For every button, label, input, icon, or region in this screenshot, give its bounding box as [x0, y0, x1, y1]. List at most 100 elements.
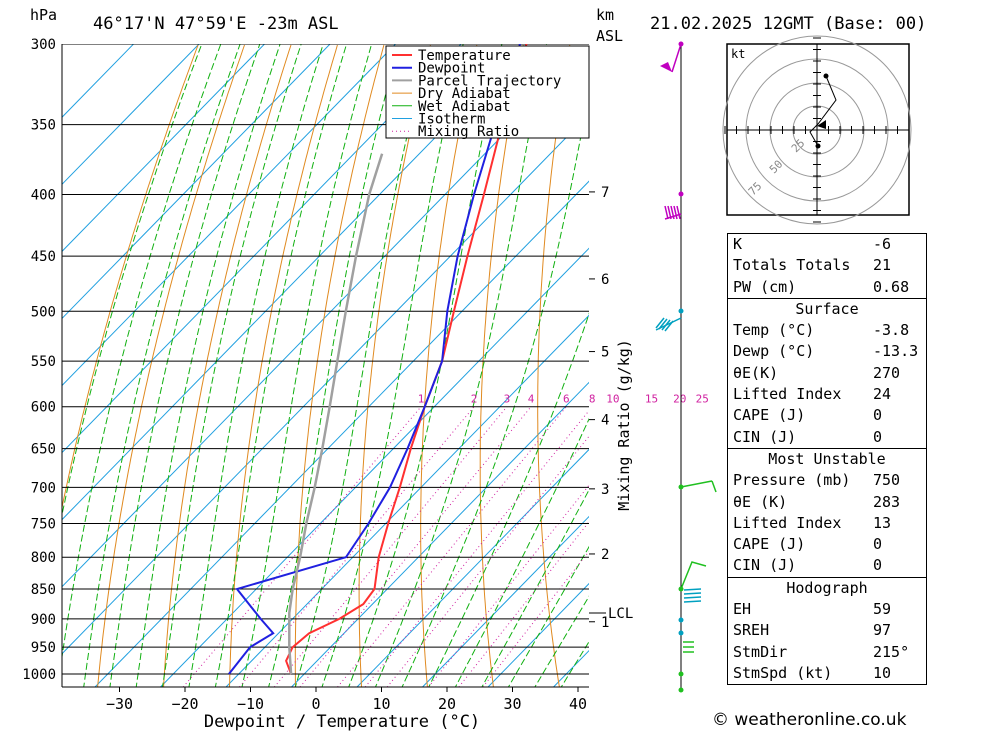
mixing-ratio-line: [337, 406, 567, 687]
x-tick-label: 40: [569, 695, 587, 713]
hodograph-storm-marker: [817, 120, 826, 129]
pressure-tick-label: 550: [31, 354, 56, 370]
stat-row: SREH 97: [733, 621, 892, 640]
credit-link[interactable]: © weatheronline.co.uk: [712, 710, 907, 730]
mixing-ratio-label: 4: [528, 393, 535, 406]
x-tick-label: 0: [311, 695, 320, 713]
wind-barb: [680, 480, 713, 488]
isotherm-line: [356, 448, 589, 687]
pressure-tick-label: 600: [31, 400, 56, 416]
dry-adiabat-line: [62, 44, 199, 510]
isotherm-line: [62, 44, 462, 454]
wind-level-dot: [678, 617, 684, 623]
wet-adiabat-line: [83, 44, 241, 687]
wet-adiabat-line: [214, 44, 348, 687]
wind-barb: [680, 561, 707, 590]
wind-barb: [683, 592, 702, 595]
stats-panel: K -6 Totals Totals 21 PW (cm) 0.68 Surface …: [727, 233, 927, 686]
pressure-tick-label: 950: [31, 640, 56, 656]
stat-row-totals: Totals Totals 21: [733, 256, 892, 275]
chart-series: [228, 44, 528, 675]
stat-row: StmDir 215°: [733, 642, 910, 661]
x-tick-label: 10: [372, 695, 390, 713]
x-tick-label: −30: [106, 695, 133, 713]
pressure-tick-label: 850: [31, 582, 56, 598]
wind-barb: [664, 213, 682, 220]
wind-barb: [711, 480, 717, 493]
wet-adiabat-line: [268, 44, 400, 687]
wind-barb: [664, 205, 669, 220]
x-tick-label: −20: [171, 695, 198, 713]
legend-label: Wet Adiabat: [418, 99, 511, 115]
pressure-tick-label: 800: [31, 550, 56, 566]
wind-barb-pennant: [660, 62, 672, 72]
legend-box: [385, 45, 590, 139]
hodograph-section: Hodograph EH 59 SREH 97 StmDir 215° StmSpd …: [727, 577, 927, 686]
km-tick-label: 3: [601, 482, 609, 498]
stat-row-k: K -6: [733, 235, 892, 253]
wind-level-dot: [678, 671, 684, 677]
mixing-ratio-label: 2: [471, 393, 478, 406]
series-dewpoint: [228, 44, 521, 675]
wind-barb: [671, 43, 682, 73]
legend-label: Isotherm: [418, 112, 485, 128]
mixing-ratio-label: 1: [418, 393, 425, 406]
wind-barb: [683, 600, 702, 603]
dry-adiabat-line: [294, 44, 385, 687]
km-tick-label: 7: [601, 185, 609, 201]
mixing-ratio-axis-label: Mixing Ratio (g/kg): [615, 339, 633, 511]
chart-axes: 1 2 3 4 6 8 10 15 20 2530035040045050055060065070…: [22, 37, 709, 713]
mixing-ratio-line: [273, 406, 508, 687]
hodograph-title: Hodograph: [786, 578, 868, 597]
stat-row: EH 59: [733, 600, 892, 619]
wet-adiabat-line: [241, 44, 373, 687]
dry-adiabat-line: [941, 45, 1000, 687]
wind-barb: [683, 588, 702, 591]
wet-adiabat-line: [401, 91, 589, 687]
isotherm-line: [291, 381, 589, 687]
indices-section: K -6 Totals Totals 21 PW (cm) 0.68: [727, 233, 927, 299]
isotherm-line: [422, 515, 589, 687]
dry-adiabat-line: [988, 45, 1000, 687]
dry-adiabat-line: [97, 44, 245, 687]
datetime-label: 21.02.2025 12GMT (Base: 00): [650, 14, 926, 34]
isotherm-line: [94, 180, 589, 687]
stat-row: CAPE (J) 0: [733, 406, 883, 425]
stat-row: θE (K) 283: [733, 492, 901, 511]
mixing-ratio-label: 10: [606, 393, 619, 406]
pressure-tick-label: 400: [31, 188, 56, 204]
pressure-tick-label: 900: [31, 612, 56, 628]
wind-barb: [655, 317, 665, 329]
stat-row-pw: PW (cm) 0.68: [733, 277, 910, 296]
isotherm-line: [225, 314, 589, 687]
pressure-tick-label: 1000: [22, 667, 56, 683]
mixing-ratio-line: [299, 406, 532, 687]
km-tick-label: 4: [601, 413, 609, 429]
location-label: 46°17'N 47°59'E -23m ASL: [93, 14, 339, 34]
km-tick-label: 2: [601, 547, 609, 563]
y-unit-label: hPa: [30, 6, 57, 24]
wind-barbs: [655, 41, 717, 693]
asl-label: ASL: [596, 27, 623, 45]
wet-adiabat-line: [454, 417, 589, 687]
pressure-tick-label: 300: [31, 37, 56, 53]
legend-label: Temperature: [418, 48, 511, 64]
stat-row: CAPE (J) 0: [733, 535, 883, 554]
isotherm-line: [62, 44, 331, 320]
wet-adiabat-line: [109, 44, 261, 687]
stat-row: Lifted Index 13: [733, 513, 892, 532]
wind-level-dot: [678, 191, 684, 197]
x-tick-label: −10: [237, 695, 264, 713]
mixing-ratio-label: 25: [696, 393, 709, 406]
legend-label: Mixing Ratio: [418, 124, 519, 140]
wet-adiabat-line: [294, 44, 430, 687]
legend-label: Dewpoint: [418, 61, 485, 77]
dry-adiabat-line: [163, 44, 292, 687]
pressure-tick-label: 450: [31, 249, 56, 265]
km-tick-label: 1: [601, 615, 609, 631]
stat-row: Lifted Index 24: [733, 385, 892, 404]
isotherm-line: [62, 44, 527, 521]
mixing-ratio-label: 6: [563, 393, 570, 406]
